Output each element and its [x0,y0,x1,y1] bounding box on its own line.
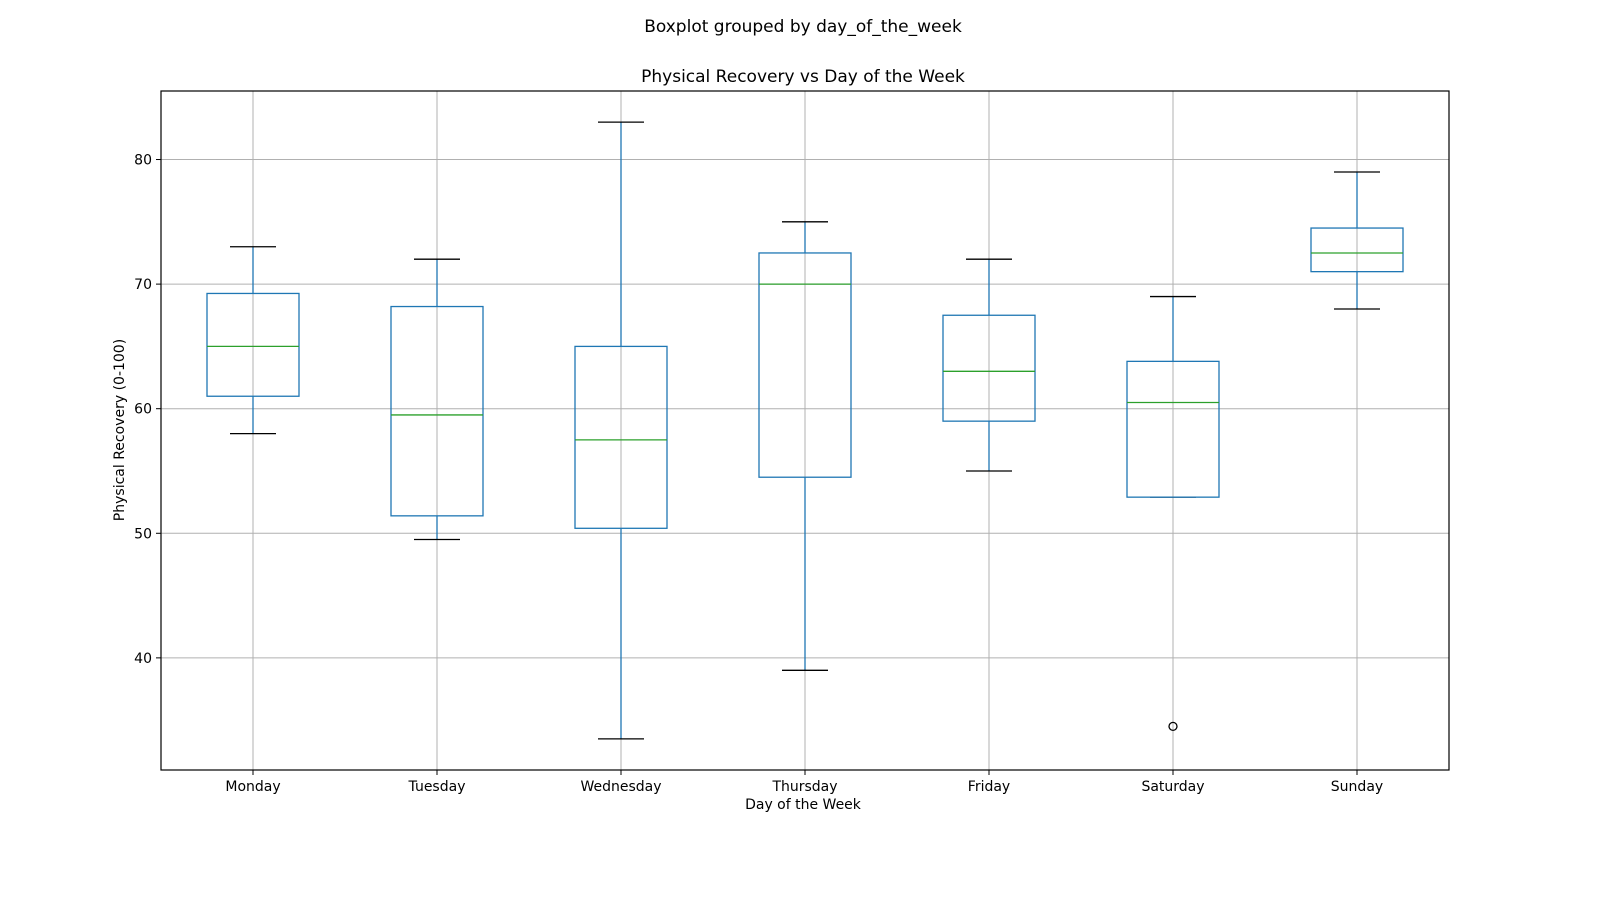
x-axis-ticks: Monday Tuesday Wednesday Thursday Friday Satu… [225,770,1383,795]
y-tick-label: 50 [134,526,152,542]
figure-suptitle: Boxplot grouped by day_of_the_week [644,17,962,37]
box-iqr [758,252,852,478]
x-tick-label: Wednesday [580,779,661,795]
box-iqr [942,314,1036,422]
x-tick-label: Tuesday [408,779,466,795]
x-tick-label: Monday [225,779,280,795]
box-group-wednesday [574,121,668,740]
axes-frame [160,90,1450,771]
box-group-thursday [758,221,852,671]
x-axis-label: Day of the Week [745,797,862,813]
box-iqr [1126,360,1220,498]
y-tick-label: 80 [134,153,152,169]
y-axis-ticks: 40 50 60 70 80 [134,153,161,667]
box-group-monday [206,246,300,435]
box-group-tuesday [390,258,484,541]
y-axis-label: Physical Recovery (0-100) [112,339,128,521]
chart-title: Physical Recovery vs Day of the Week [641,67,965,87]
box-group-saturday [1126,295,1220,732]
x-tick-label: Friday [968,779,1010,795]
x-tick-label: Saturday [1141,779,1204,795]
box-iqr [206,292,300,397]
box-group-sunday [1310,171,1404,310]
outlier-point [1168,721,1178,732]
x-tick-label: Sunday [1331,779,1383,795]
box-layer [206,121,1404,740]
x-tick-label: Thursday [771,779,837,795]
box-iqr [1310,227,1404,273]
y-tick-label: 40 [134,651,152,667]
box-iqr [390,305,484,517]
box-group-friday [942,258,1036,472]
y-tick-label: 70 [134,277,152,293]
box-iqr [574,345,668,529]
y-tick-label: 60 [134,402,152,418]
